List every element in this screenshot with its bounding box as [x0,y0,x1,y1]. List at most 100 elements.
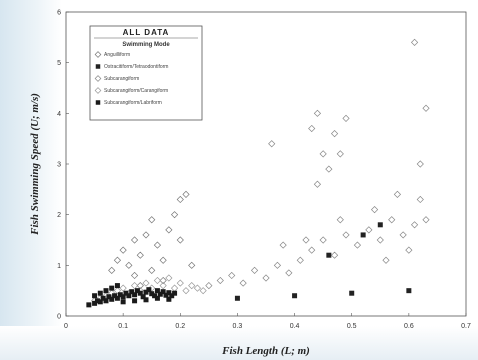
legend-marker [94,87,102,94]
data-point [165,226,173,234]
background-bottom-gradient [0,326,478,360]
data-point [262,274,270,282]
data-point [188,282,196,290]
data-point [112,293,118,299]
data-point [410,38,419,46]
data-point [188,261,196,269]
data-point [103,288,109,294]
data-point [137,290,143,296]
data-point [228,271,236,280]
data-point [159,282,167,290]
data-point [169,293,175,299]
data-point [342,231,350,239]
data-point [370,206,379,214]
data-point [120,294,126,300]
data-point [130,282,139,290]
data-point [399,231,407,239]
y-tick-label: 6 [57,10,61,17]
legend-label: Subcarangiform [104,76,139,82]
data-point [123,290,129,296]
x-tick-label: 0.6 [404,323,414,330]
data-point [326,252,332,258]
data-point [114,295,120,301]
data-point [176,279,184,287]
data-point [126,293,132,299]
y-tick-label: 1 [57,263,61,270]
data-point [159,276,167,285]
data-point [422,216,430,224]
y-tick-label: 5 [57,60,61,67]
data-point [176,195,184,204]
data-point [136,251,144,259]
data-point [199,287,207,295]
data-point [172,290,178,296]
data-point [296,256,304,264]
data-point [97,299,103,305]
data-point [134,288,140,294]
data-point [153,276,162,285]
data-point [330,251,339,259]
y-tick-label: 4 [57,111,61,118]
data-point [160,289,166,295]
data-point [376,236,384,244]
data-point [119,246,127,254]
data-point [142,231,150,239]
legend-subtitle: Swimming Mode [122,42,170,48]
data-point [120,299,126,305]
legend: ALL DATA Swimming Mode Anguilliform Ostra… [89,25,203,121]
data-point [136,282,144,290]
data-point [268,140,276,148]
data-point [313,180,322,188]
legend-marker [94,51,102,58]
data-point [149,291,155,297]
data-point [114,283,120,289]
data-point [142,279,150,287]
data-point [349,290,355,296]
data-point [176,236,184,244]
data-point [100,295,106,301]
data-point [393,190,402,198]
data-point [166,290,172,296]
data-point [159,256,167,264]
data-point [132,292,138,298]
y-tick-label: 2 [57,212,61,219]
data-point [140,294,146,300]
data-point [313,109,322,117]
data-point [154,288,160,294]
data-point [108,289,116,297]
data-point [130,271,139,280]
x-tick-label: 0.4 [290,323,300,330]
data-point [422,104,430,112]
legend-label: Subcarangiform/Carangiform [104,88,168,94]
data-point [308,124,316,133]
data-point [170,211,179,219]
data-point [292,293,298,299]
x-tick-label: 0.2 [175,323,185,330]
data-point [405,246,413,254]
axis-ticks: 0 0.1 0.2 0.3 0.4 0.5 0.6 0.7 0 1 2 3 4 5 6 [57,10,471,331]
legend-label: Subcarangiform/Labriform [104,100,162,106]
data-point [325,165,333,173]
data-point [360,232,366,238]
data-point [113,287,122,295]
legend-items: Anguilliform Ostracitiform/Tetraodontifor… [94,51,168,106]
data-point [308,246,316,254]
x-tick-label: 0.3 [233,323,243,330]
data-point [92,300,98,306]
x-tick-label: 0 [64,323,68,330]
data-point [342,114,350,122]
data-point [193,284,202,292]
data-point [119,284,127,292]
x-tick-label: 0.7 [461,323,471,330]
data-point [165,274,173,282]
data-point [125,261,133,269]
y-tick-label: 0 [57,314,61,321]
data-point [108,266,116,274]
legend-label: Anguilliform [104,52,130,58]
data-point [319,150,327,158]
data-point [330,130,339,138]
data-point [336,216,344,224]
legend-marker [95,64,101,69]
legend-title: ALL DATA [123,28,170,37]
